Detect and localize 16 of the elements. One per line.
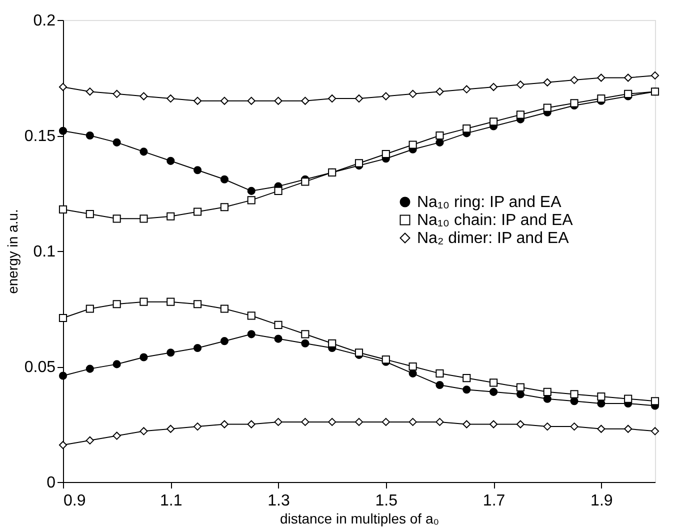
y-tick-label: 0.1 [33,244,56,260]
x-tick-label: 1.9 [590,492,613,510]
x-tick-label: 1.5 [375,492,398,510]
x-tick-label: 0.9 [64,492,86,510]
legend-label: Na₁₀ ring: IP and EA [417,194,562,211]
y-axis-title: energy in a.u. [4,209,20,294]
x-tick-label: 1.7 [482,492,506,510]
y-tick-label: 0.05 [24,359,56,376]
y-tick-label: 0 [46,474,56,492]
y-tick-label: 0.2 [33,12,56,30]
x-tick-label: 1.3 [268,492,290,510]
x-axis-title: distance in multiples of a₀ [280,510,440,526]
x-tick-label: 1.1 [160,492,182,510]
legend-label: Na₁₀ chain: IP and EA [417,212,574,229]
legend-label: Na₂ dimer: IP and EA [417,230,570,247]
y-tick-label: 0.15 [24,128,56,145]
